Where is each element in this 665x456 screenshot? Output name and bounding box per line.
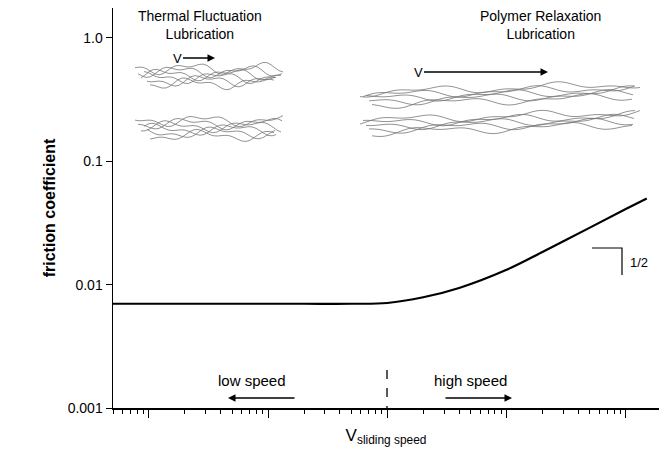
svg-text:friction coefficient: friction coefficient	[41, 138, 58, 277]
svg-text:low speed: low speed	[218, 372, 286, 389]
svg-text:Polymer RelaxationLubrication: Polymer RelaxationLubrication	[480, 8, 601, 42]
svg-text:V: V	[414, 65, 423, 80]
svg-text:Thermal FluctuationLubrication: Thermal FluctuationLubrication	[138, 8, 262, 42]
svg-text:high speed: high speed	[434, 372, 507, 389]
svg-text:0.001: 0.001	[68, 400, 103, 416]
svg-text:1.0: 1.0	[83, 30, 103, 46]
svg-text:V​sliding speed​: V​sliding speed​	[346, 426, 427, 448]
svg-text:1/2: 1/2	[630, 255, 648, 270]
svg-text:V: V	[173, 51, 182, 66]
svg-text:0.1: 0.1	[83, 153, 103, 169]
svg-text:0.01: 0.01	[75, 277, 102, 293]
